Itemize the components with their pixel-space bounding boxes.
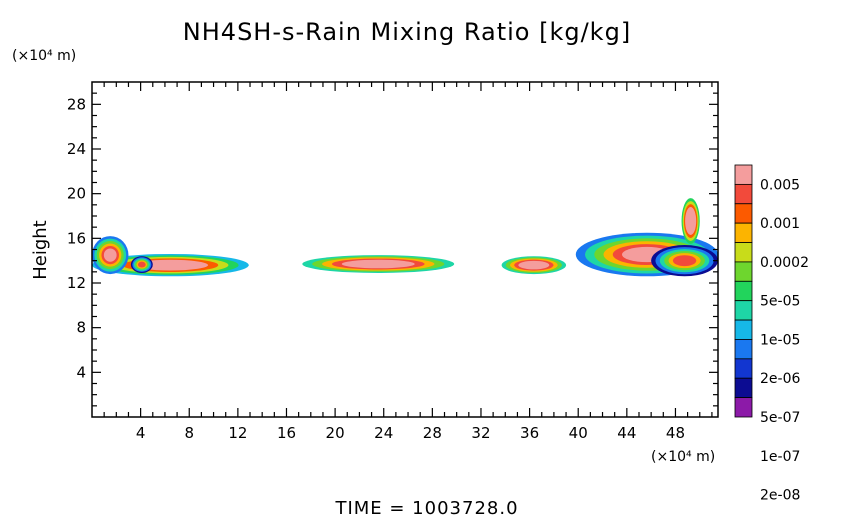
cloud-blob-4-ring-0 (522, 262, 546, 269)
legend-label-2: 0.0002 (760, 255, 809, 271)
time-label: TIME = 1003728.0 (334, 498, 518, 519)
chart-title: NH4SH-s-Rain Mixing Ratio [kg/kg] (183, 18, 631, 46)
y-tick-label-12: 12 (67, 274, 86, 292)
cloud-blob-7-ring-0 (687, 213, 694, 230)
y-tick-label-8: 8 (76, 319, 86, 337)
x-tick-label-20: 20 (326, 424, 345, 442)
legend-label-7: 1e-07 (760, 449, 800, 465)
x-tick-label-40: 40 (569, 424, 588, 442)
legend-label-5: 2e-06 (760, 371, 800, 387)
legend-swatch-2 (734, 203, 753, 224)
y-tick-label-16: 16 (67, 229, 86, 247)
legend-swatch-4 (734, 242, 753, 263)
x-tick-label-12: 12 (228, 424, 247, 442)
legend-label-0: 0.005 (760, 177, 800, 193)
x-tick-label-36: 36 (520, 424, 539, 442)
x-unit-label: (×10⁴ m) (651, 449, 715, 465)
y-tick-label-20: 20 (67, 185, 86, 203)
y-tick-label-28: 28 (67, 95, 86, 113)
x-tick-label-24: 24 (374, 424, 393, 442)
legend-swatch-11 (734, 377, 753, 399)
legend-swatch-9 (734, 339, 753, 360)
legend-swatch-5 (734, 261, 753, 282)
cloud-blob-6-ring-0 (672, 255, 697, 267)
legend-swatch-8 (734, 319, 753, 340)
y-axis-label: Height (30, 220, 51, 280)
legend-label-1: 0.001 (760, 216, 800, 232)
cloud-blob-2-ring-0 (138, 261, 146, 268)
legend-label-6: 5e-07 (760, 410, 800, 426)
x-tick-label-4: 4 (136, 424, 146, 442)
y-unit-label: (×10⁴ m) (12, 48, 76, 64)
x-tick-label-28: 28 (423, 424, 442, 442)
legend-swatch-7 (734, 300, 753, 321)
x-tick-label-48: 48 (666, 424, 685, 442)
x-tick-label-44: 44 (617, 424, 636, 442)
legend-swatch-0 (734, 164, 753, 185)
cloud-blob-3-ring-0 (351, 260, 405, 268)
cloud-blob-1-ring-0 (103, 248, 117, 262)
legend-swatch-6 (734, 280, 753, 302)
x-tick-label-32: 32 (471, 424, 490, 442)
legend-label-3: 5e-05 (760, 294, 800, 310)
x-tick-label-8: 8 (184, 424, 194, 442)
y-tick-label-24: 24 (67, 140, 86, 158)
x-tick-label-16: 16 (277, 424, 296, 442)
legend-label-4: 1e-05 (760, 332, 800, 348)
legend-label-8: 2e-08 (760, 488, 800, 504)
cloud-blob-0-ring-0 (142, 261, 198, 270)
legend-swatch-10 (734, 358, 753, 379)
legend-swatch-12 (734, 397, 753, 418)
y-tick-label-4: 4 (76, 363, 86, 381)
legend-swatch-1 (734, 183, 753, 205)
cloud-field (92, 198, 718, 277)
legend-swatch-3 (734, 222, 753, 243)
